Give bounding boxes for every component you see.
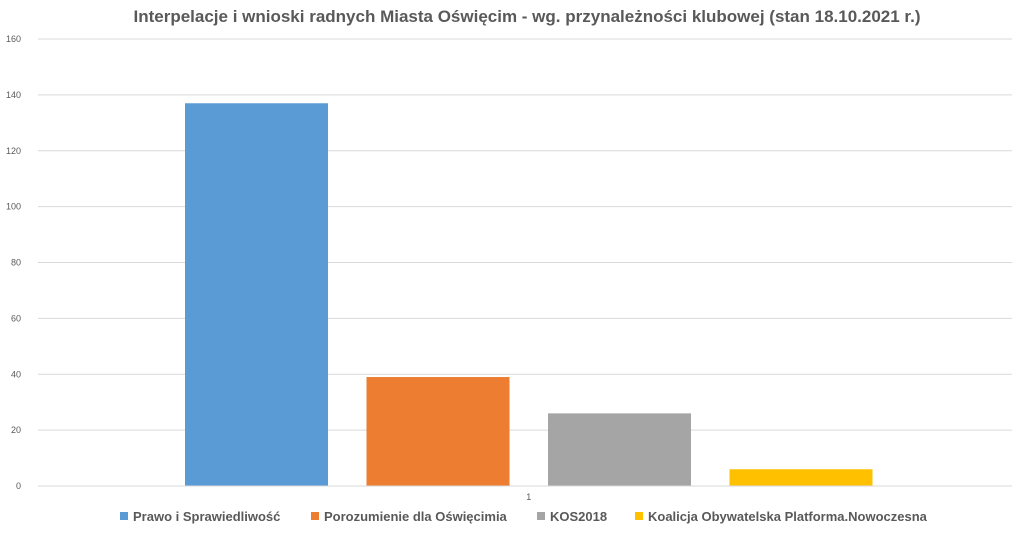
bar-1 (185, 103, 328, 486)
y-tick-label: 160 (6, 34, 21, 44)
y-tick-label: 0 (16, 481, 21, 491)
bar-4 (729, 469, 873, 486)
bar-2 (366, 377, 510, 486)
legend-label: Porozumienie dla Oświęcimia (324, 509, 508, 524)
legend-label: Prawo i Sprawiedliwość (133, 509, 280, 524)
x-axis-category-label: 1 (526, 492, 531, 502)
legend-label: KOS2018 (550, 509, 607, 524)
y-tick-label: 120 (6, 146, 21, 156)
legend-swatch (120, 512, 128, 520)
legend-swatch (537, 512, 545, 520)
y-tick-label: 100 (6, 202, 21, 212)
legend-swatch (635, 512, 643, 520)
bar-3 (548, 413, 691, 486)
y-tick-label: 40 (11, 369, 21, 379)
y-axis-tick-labels: 0 20 40 60 80 100 120 140 160 (6, 34, 21, 491)
legend: Prawo i Sprawiedliwość Porozumienie dla O… (120, 509, 928, 524)
y-tick-label: 20 (11, 425, 21, 435)
y-tick-label: 60 (11, 313, 21, 323)
chart-title: Interpelacje i wnioski radnych Miasta Oś… (133, 7, 920, 26)
y-tick-label: 80 (11, 258, 21, 268)
legend-label: Koalicja Obywatelska Platforma.Nowoczesn… (648, 509, 928, 524)
y-tick-label: 140 (6, 90, 21, 100)
bars (185, 103, 873, 486)
legend-swatch (311, 512, 319, 520)
